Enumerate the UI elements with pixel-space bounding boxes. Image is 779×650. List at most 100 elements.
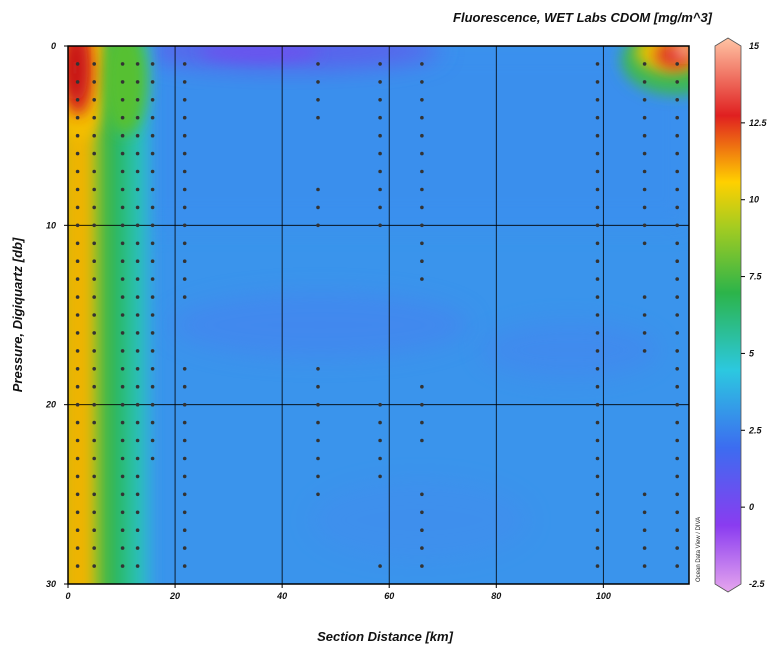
sample-dot xyxy=(182,546,187,550)
sample-dot xyxy=(675,133,679,138)
sample-dot xyxy=(595,492,600,497)
x-axis-label: Section Distance [km] xyxy=(317,629,453,644)
x-tick-label: 100 xyxy=(596,591,611,601)
sample-dot xyxy=(182,133,187,138)
x-tick-label: 80 xyxy=(491,591,501,601)
sample-dot xyxy=(378,98,382,102)
sample-dot xyxy=(135,528,140,532)
sample-dot xyxy=(120,349,125,353)
field-coastal-maximum-core xyxy=(68,46,83,100)
sample-dot xyxy=(135,259,140,264)
sample-dot xyxy=(675,474,679,479)
sample-dot xyxy=(135,223,140,228)
sample-dot xyxy=(420,420,424,425)
sample-dot xyxy=(75,564,80,568)
y-axis-label: Pressure, Digiquartz [db] xyxy=(10,237,25,392)
sample-dot xyxy=(675,510,679,515)
sample-dot xyxy=(420,115,424,120)
sample-dot xyxy=(182,187,187,192)
sample-dot xyxy=(75,474,80,479)
sample-dot xyxy=(182,438,187,443)
sample-dot xyxy=(75,151,80,156)
sample-dot xyxy=(642,546,647,550)
sample-dot xyxy=(675,528,679,532)
sample-dot xyxy=(675,80,679,84)
field-coastal-green-upper xyxy=(103,46,147,135)
sample-dot xyxy=(92,80,96,84)
sample-dot xyxy=(92,546,96,550)
sample-dot xyxy=(675,456,679,461)
sample-dot xyxy=(378,223,382,228)
sample-dot xyxy=(75,277,80,281)
sample-dot xyxy=(316,80,320,84)
sample-dot xyxy=(75,187,80,192)
x-tick-label: 20 xyxy=(169,591,180,601)
sample-dot xyxy=(120,223,125,228)
sample-dot xyxy=(675,331,679,335)
sample-dot xyxy=(378,80,382,84)
colorbar-tick-label: 2.5 xyxy=(748,425,763,435)
sample-dot xyxy=(316,492,320,497)
sample-dot xyxy=(92,456,96,461)
sample-dot xyxy=(182,456,187,461)
sample-dot xyxy=(120,474,125,479)
x-tick-label: 40 xyxy=(276,591,287,601)
sample-dot xyxy=(378,187,382,192)
sample-dot xyxy=(75,115,80,120)
sample-dot xyxy=(135,474,140,479)
sample-dot xyxy=(150,367,155,371)
sample-dot xyxy=(92,151,96,156)
sample-dot xyxy=(92,402,96,407)
sample-dot xyxy=(92,187,96,192)
sample-dot xyxy=(75,528,80,532)
sample-dot xyxy=(675,402,679,407)
sample-dot xyxy=(595,241,600,246)
sample-dot xyxy=(135,277,140,281)
sample-dot xyxy=(135,169,140,174)
sample-dot xyxy=(378,169,382,174)
colorbar-tick-label: 0 xyxy=(749,502,754,512)
sample-dot xyxy=(120,98,125,102)
sample-dot xyxy=(92,295,96,299)
sample-dot xyxy=(120,492,125,497)
sample-dot xyxy=(182,80,187,84)
sample-dot xyxy=(120,367,125,371)
sample-dot xyxy=(75,367,80,371)
sample-dot xyxy=(150,384,155,389)
sample-dot xyxy=(378,205,382,210)
sample-dot xyxy=(92,223,96,228)
sample-dot xyxy=(642,349,647,353)
sample-dot xyxy=(378,151,382,156)
sample-dot xyxy=(182,169,187,174)
sample-dot xyxy=(75,223,80,228)
sample-dot xyxy=(182,420,187,425)
sample-dot xyxy=(316,98,320,102)
sample-dot xyxy=(675,259,679,264)
sample-dot xyxy=(420,546,424,550)
sample-dot xyxy=(92,259,96,264)
sample-dot xyxy=(135,384,140,389)
colorbar: 15 12.5 10 7.5 5 2.5 0 -2.5 xyxy=(714,37,768,593)
sample-dot xyxy=(135,241,140,246)
credit-text: Ocean Data View / DIVA xyxy=(696,517,702,582)
sample-dot xyxy=(642,223,647,228)
sample-dot xyxy=(675,205,679,210)
sample-dot xyxy=(135,367,140,371)
sample-dot xyxy=(182,98,187,102)
sample-dot xyxy=(75,420,80,425)
sample-dot xyxy=(420,492,424,497)
sample-dot xyxy=(182,259,187,264)
sample-dot xyxy=(150,223,155,228)
sample-dot xyxy=(135,98,140,102)
sample-dot xyxy=(595,133,600,138)
sample-dot xyxy=(120,205,125,210)
sample-dot xyxy=(675,384,679,389)
colorbar-tick-label: -2.5 xyxy=(749,579,766,589)
sample-dot xyxy=(595,402,600,407)
sample-dot xyxy=(92,313,96,317)
y-tick-label: 20 xyxy=(45,400,56,410)
sample-dot xyxy=(420,438,424,443)
sample-dot xyxy=(420,564,424,568)
sample-dot xyxy=(420,151,424,156)
sample-dot xyxy=(182,564,187,568)
